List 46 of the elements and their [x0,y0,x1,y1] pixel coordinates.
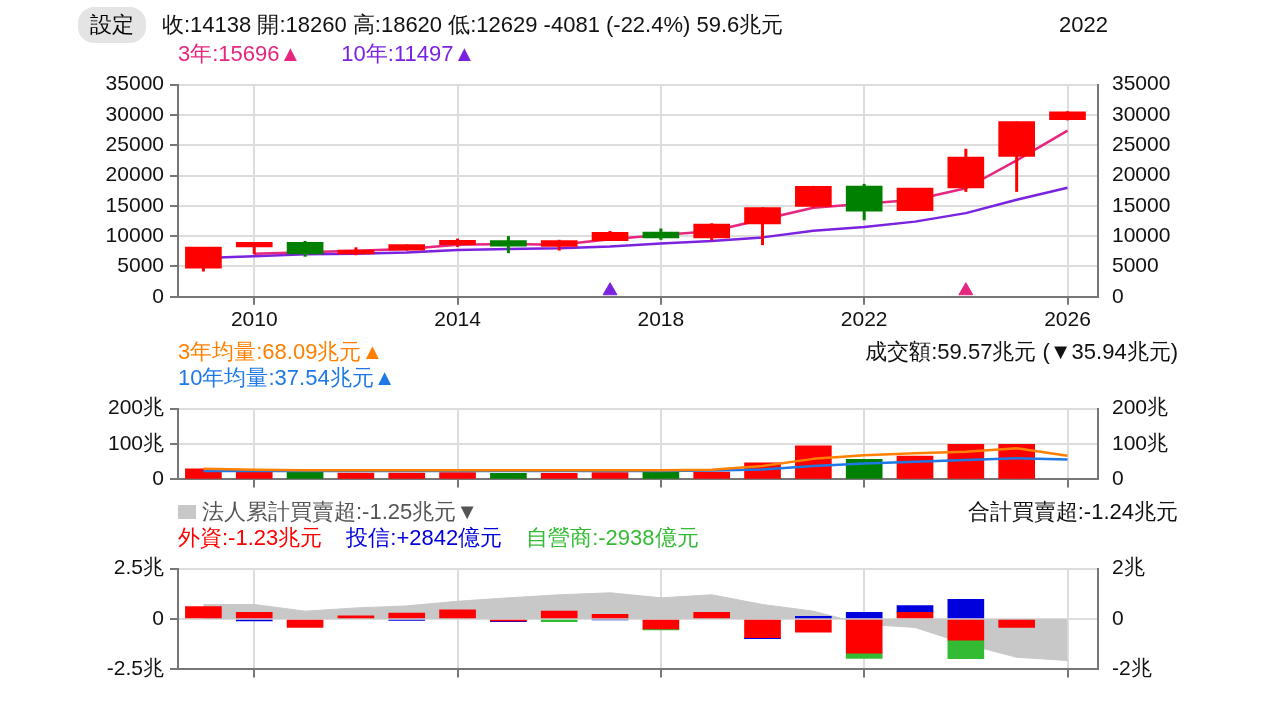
y-tick-label: -2.5兆 [106,656,164,680]
chart-title: 收:14138 開:18260 高:18620 低:12629 -4081 (-22.4%) 59.6兆元 [162,11,784,39]
y2-tick-label: 5000 [1112,253,1159,277]
text: 10年:11497▲ [341,40,476,68]
x-tick-label: 2018 [637,307,685,331]
y2-tick-label: 35000 [1112,71,1171,95]
y2-tick-label: 25000 [1112,132,1171,156]
y-tick-label: 10000 [105,222,164,246]
y2-tick-label: -2兆 [1112,656,1152,680]
y-tick-label: 0 [152,283,164,307]
x-tick-label: 2014 [434,307,482,331]
text: 自營商:-2938億元 [526,524,699,552]
text: 成交額:59.57兆元 (▼35.94兆元) [865,338,1178,366]
y-tick-label: 20000 [105,162,164,186]
y2-tick-label: 0 [1112,466,1124,490]
text: 投信:+2842億元 [346,524,503,552]
y2-tick-label: 0 [1112,283,1124,307]
y-tick-label: 200兆 [107,395,164,419]
legend-label: 法人累計買賣超:-1.25兆元▼ [202,499,479,524]
y2-tick-label: 200兆 [1112,395,1169,419]
text: 3年:15696▲ [178,40,302,68]
text: 合計買賣超:-1.24兆元 [967,498,1178,526]
x-tick-label: 2022 [840,307,888,331]
y2-tick-label: 30000 [1112,101,1171,125]
y-tick-label: 25000 [105,132,164,156]
y2-tick-label: 10000 [1112,222,1171,246]
y2-tick-label: 2兆 [1112,555,1145,579]
text: 3年均量:68.09兆元▲ [178,339,384,364]
y-tick-label: 30000 [105,101,164,125]
y-tick-label: 5000 [117,253,164,277]
y-tick-label: 100兆 [107,430,164,454]
y2-tick-label: 100兆 [1112,430,1169,454]
y2-tick-label: 15000 [1112,192,1171,216]
text: 10年均量:37.54兆元▲ [178,364,396,392]
text: 設定 [78,7,146,43]
y2-tick-label: 20000 [1112,162,1171,186]
y-tick-label: 35000 [105,71,164,95]
x-tick-label: 2026 [1044,307,1091,331]
x-tick-label: 2010 [230,307,278,331]
y-tick-label: 2.5兆 [113,555,164,579]
y-tick-label: 0 [152,466,164,490]
y-tick-label: 15000 [105,192,164,216]
text: 外資:-1.23兆元 [178,524,323,552]
text: 2022 [1059,12,1108,38]
y2-tick-label: 0 [1112,605,1124,629]
y-tick-label: 0 [152,605,164,629]
